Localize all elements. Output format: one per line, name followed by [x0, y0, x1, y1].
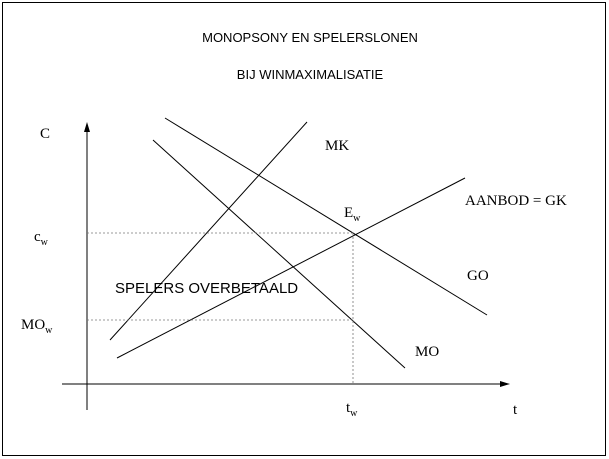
label-main: E	[344, 205, 353, 221]
point-label: MOw	[21, 317, 53, 336]
curve-label: MO	[415, 344, 439, 360]
y-axis-label: C	[40, 126, 50, 142]
region-label: SPELERS OVERBETAALD	[115, 280, 298, 297]
mo-line	[152, 139, 406, 369]
label-sub: w	[353, 213, 361, 224]
point-label: Ew	[344, 205, 361, 224]
label-main: c	[34, 229, 41, 245]
title-line: MONOPSONY EN SPELERSLONEN	[202, 30, 418, 45]
y-arrow	[84, 122, 90, 132]
x-arrow	[500, 381, 510, 387]
label-sub: w	[41, 237, 49, 248]
label-sub: w	[350, 408, 358, 419]
x-axis-label: t	[513, 402, 518, 418]
point-label: cw	[34, 229, 49, 248]
point-label: tw	[346, 400, 358, 419]
go-line	[164, 117, 488, 316]
curve-label: AANBOD = GK	[465, 193, 567, 209]
curve-label: GO	[467, 268, 489, 284]
curve-label: MK	[325, 138, 349, 154]
mk-line	[109, 121, 308, 341]
label-main: MO	[21, 317, 45, 333]
label-sub: w	[45, 325, 53, 336]
label-main: t	[346, 400, 351, 416]
title-line: BIJ WINMAXIMALISATIE	[237, 67, 384, 82]
supply-line	[116, 177, 466, 359]
